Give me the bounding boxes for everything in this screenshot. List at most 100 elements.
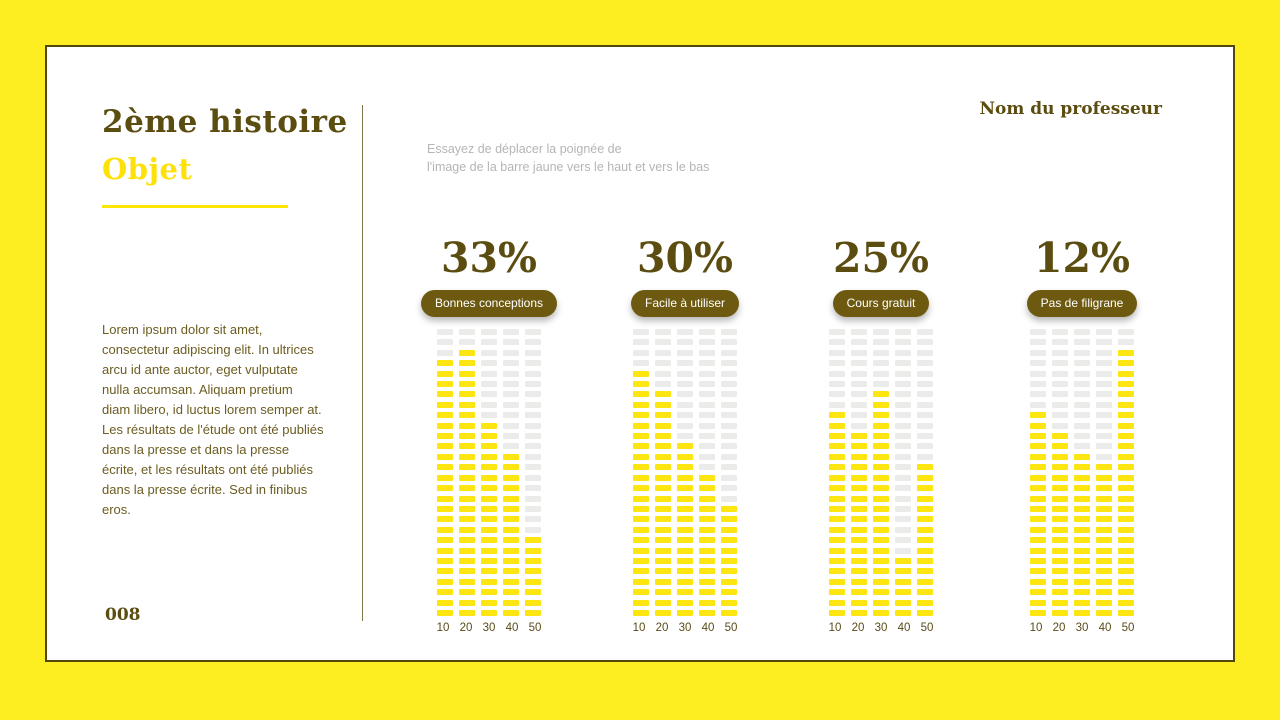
bar-column[interactable] [829, 329, 845, 616]
yellow-dash [1096, 485, 1112, 492]
bar-column[interactable] [525, 329, 541, 616]
yellow-dash [1052, 505, 1068, 512]
yellow-dash [437, 495, 453, 502]
yellow-dash [525, 537, 541, 544]
bar-column[interactable] [459, 329, 475, 616]
yellow-dash [677, 464, 693, 471]
bar-column[interactable] [873, 329, 889, 616]
gray-dash [721, 412, 737, 419]
bar-column[interactable] [917, 329, 933, 616]
gray-dash [655, 339, 671, 346]
bar-column[interactable] [1052, 329, 1068, 616]
gray-dash [851, 349, 867, 356]
gray-dash [721, 370, 737, 377]
gray-dash [481, 370, 497, 377]
yellow-dash [503, 485, 519, 492]
yellow-dash [895, 557, 911, 564]
yellow-dash [503, 464, 519, 471]
gray-dash [1074, 360, 1090, 367]
yellow-dash [633, 557, 649, 564]
yellow-dash [851, 568, 867, 575]
yellow-dash [917, 557, 933, 564]
yellow-dash [633, 609, 649, 616]
yellow-dash [829, 453, 845, 460]
yellow-dash [633, 578, 649, 585]
gray-dash [633, 339, 649, 346]
gray-dash [895, 453, 911, 460]
yellow-dash [459, 370, 475, 377]
bar-column[interactable] [655, 329, 671, 616]
yellow-dash [851, 599, 867, 606]
yellow-dash [829, 474, 845, 481]
gray-dash [655, 360, 671, 367]
yellow-dash [699, 474, 715, 481]
yellow-dash [655, 609, 671, 616]
yellow-dash [721, 578, 737, 585]
x-axis-tick: 30 [482, 622, 496, 634]
bar-column[interactable] [1118, 329, 1134, 616]
bar-column[interactable] [895, 329, 911, 616]
bar-column[interactable] [721, 329, 737, 616]
gray-dash [721, 453, 737, 460]
gray-dash [677, 412, 693, 419]
yellow-dash [677, 485, 693, 492]
bar-column[interactable] [1096, 329, 1112, 616]
yellow-dash [525, 557, 541, 564]
gray-dash [1118, 339, 1134, 346]
yellow-dash [721, 599, 737, 606]
gray-dash [503, 422, 519, 429]
yellow-dash [917, 516, 933, 523]
yellow-dash [851, 516, 867, 523]
yellow-dash [677, 609, 693, 616]
yellow-dash [873, 589, 889, 596]
yellow-dash [481, 568, 497, 575]
gray-dash [829, 401, 845, 408]
yellow-dash [829, 422, 845, 429]
yellow-dash [459, 401, 475, 408]
yellow-dash [873, 505, 889, 512]
gray-dash [699, 391, 715, 398]
bar-column[interactable] [677, 329, 693, 616]
gray-dash [503, 360, 519, 367]
yellow-dash [1118, 557, 1134, 564]
bar-column[interactable] [481, 329, 497, 616]
yellow-dash [633, 495, 649, 502]
yellow-dash [829, 557, 845, 564]
gray-dash [677, 391, 693, 398]
gray-dash [1074, 370, 1090, 377]
gray-dash [503, 370, 519, 377]
yellow-dash [481, 422, 497, 429]
yellow-dash [699, 516, 715, 523]
yellow-dash [437, 516, 453, 523]
yellow-dash [481, 526, 497, 533]
yellow-dash [1074, 537, 1090, 544]
yellow-dash [1052, 609, 1068, 616]
yellow-dash [1052, 547, 1068, 554]
yellow-dash [1096, 464, 1112, 471]
gray-dash [1096, 349, 1112, 356]
yellow-dash [895, 568, 911, 575]
bar-column[interactable] [1074, 329, 1090, 616]
yellow-dash [677, 505, 693, 512]
yellow-dash [851, 443, 867, 450]
yellow-dash [721, 505, 737, 512]
yellow-dash [873, 609, 889, 616]
yellow-dash [873, 578, 889, 585]
x-axis-tick: 10 [1029, 622, 1043, 634]
bar-column[interactable] [1030, 329, 1046, 616]
yellow-dash [459, 599, 475, 606]
bar-column[interactable] [633, 329, 649, 616]
bar-column[interactable] [699, 329, 715, 616]
gray-dash [699, 433, 715, 440]
bar-column[interactable] [437, 329, 453, 616]
yellow-dash [459, 505, 475, 512]
yellow-dash [503, 589, 519, 596]
bar-column[interactable] [503, 329, 519, 616]
chart-group: 30% Facile à utiliser 10 20 30 40 50 [605, 232, 765, 634]
bar-column[interactable] [851, 329, 867, 616]
yellow-dash [1052, 557, 1068, 564]
yellow-dash [655, 433, 671, 440]
yellow-dash [437, 547, 453, 554]
gray-dash [633, 349, 649, 356]
professor-name: Nom du professeur [979, 99, 1162, 119]
